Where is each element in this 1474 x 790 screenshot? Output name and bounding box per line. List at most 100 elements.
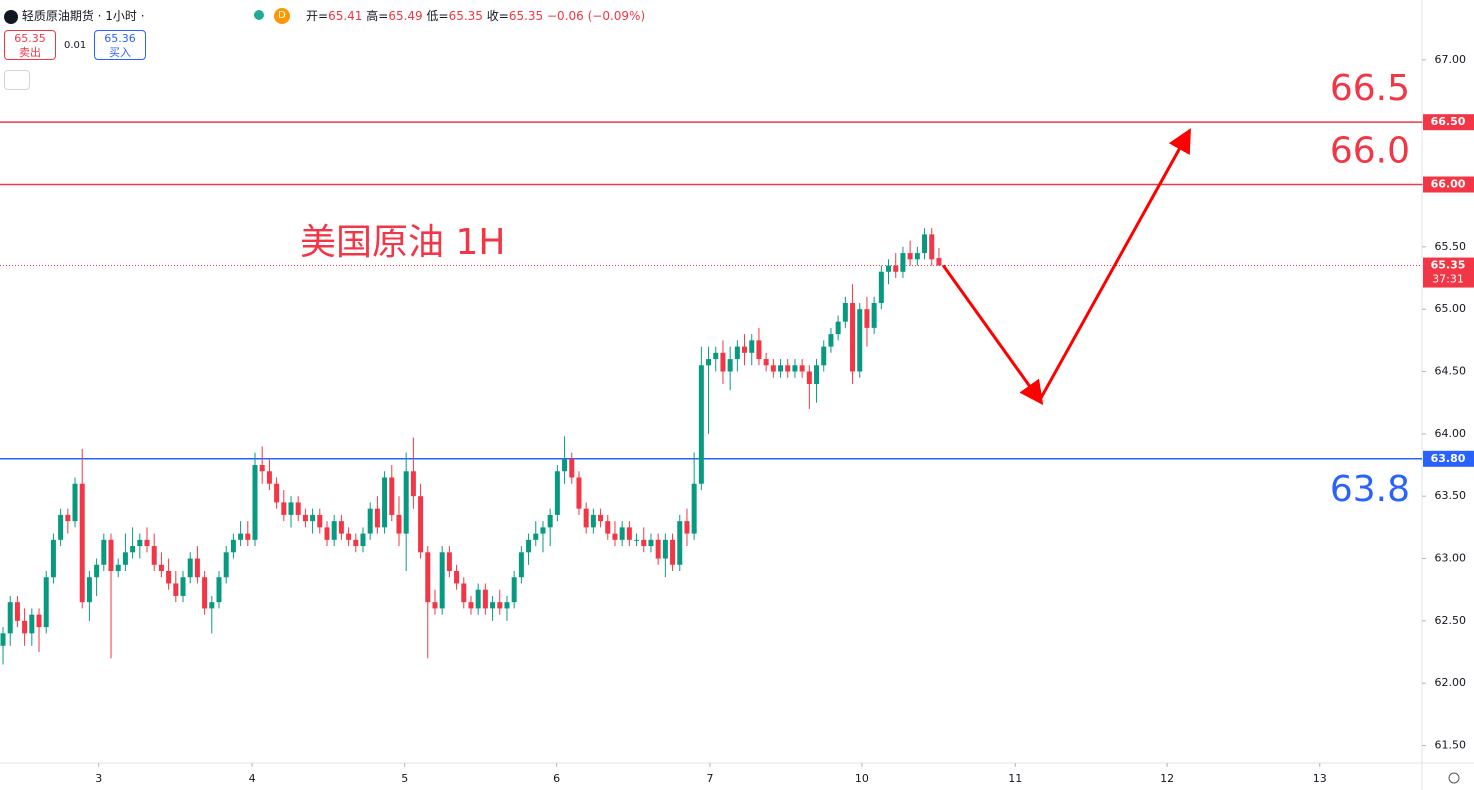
y-tick-label: 67.00 xyxy=(1435,53,1467,66)
x-tick-label: 7 xyxy=(706,772,713,785)
candle-body xyxy=(338,521,344,534)
candle-body xyxy=(734,346,740,360)
level-tag xyxy=(1423,114,1474,131)
ohlc-label: 收= xyxy=(486,9,509,23)
candle-body xyxy=(461,583,467,603)
candle-body xyxy=(756,340,762,360)
candle-body xyxy=(0,633,6,646)
candle-body xyxy=(504,602,510,609)
candle-body xyxy=(727,359,733,372)
candle-body xyxy=(857,309,863,372)
candle-body xyxy=(36,614,42,628)
candle-body xyxy=(648,539,654,547)
status-dot xyxy=(254,9,264,20)
buy-button[interactable]: 65.36 买入 xyxy=(94,30,146,60)
x-tick-label: 6 xyxy=(553,772,560,785)
candle-body xyxy=(641,539,647,547)
candle-body xyxy=(605,521,611,534)
settings-icon[interactable] xyxy=(1448,772,1460,784)
level-big-label: 63.8 xyxy=(1330,469,1410,510)
candle-body xyxy=(230,539,236,553)
candle-body xyxy=(799,365,805,372)
candle-body xyxy=(180,577,186,596)
candle-body xyxy=(900,253,906,272)
candle-body xyxy=(245,533,251,540)
candle-body xyxy=(490,602,496,609)
candle-body xyxy=(396,514,402,534)
candle-body xyxy=(850,302,856,372)
arrow-segment xyxy=(1038,128,1191,401)
candle-body xyxy=(274,483,280,503)
candle-body xyxy=(547,514,553,528)
candle-body xyxy=(14,602,20,621)
last-price-label: 65.35 xyxy=(1431,259,1466,272)
candle-body xyxy=(684,521,690,534)
candle-body xyxy=(878,271,884,303)
y-tick-label: 61.50 xyxy=(1435,739,1467,752)
candle-body xyxy=(475,589,481,609)
candle-body xyxy=(187,558,193,578)
y-tick-label: 63.50 xyxy=(1435,489,1467,502)
candle-body xyxy=(101,539,107,565)
candle-body xyxy=(511,577,517,603)
candle-body xyxy=(158,564,164,572)
candle-body xyxy=(634,539,640,541)
header: 轻质原油期货 · 1小时 · xyxy=(4,7,145,24)
candle-body xyxy=(749,340,755,353)
level-tag-label: 66.50 xyxy=(1431,115,1466,128)
candle-body xyxy=(410,471,416,497)
candle-body xyxy=(151,546,157,565)
candle-body xyxy=(374,508,380,528)
candle-body xyxy=(576,477,582,509)
candle-body xyxy=(115,564,121,572)
ohlc-value: 65.41 xyxy=(328,9,363,23)
ohlc-value: 65.35 xyxy=(508,9,544,23)
candle-body xyxy=(216,577,222,603)
level-tag-label: 66.00 xyxy=(1431,178,1466,191)
buy-price: 65.36 xyxy=(104,32,136,45)
candle-body xyxy=(108,539,114,572)
candle-body xyxy=(238,533,244,540)
candle-body xyxy=(720,352,726,372)
candle-body xyxy=(346,533,352,540)
y-tick-label: 65.50 xyxy=(1435,240,1467,253)
candle-body xyxy=(86,577,92,603)
collapse-button[interactable] xyxy=(4,70,30,90)
candle-body xyxy=(22,620,28,634)
candle-body xyxy=(670,539,676,565)
badge: D xyxy=(273,8,290,24)
spread: 0.01 xyxy=(64,40,87,51)
x-tick-label: 4 xyxy=(249,772,256,785)
candle-body xyxy=(518,552,524,578)
symbol-icon xyxy=(4,9,18,24)
candle-body xyxy=(194,558,200,578)
candle-body xyxy=(331,521,337,540)
candle-body xyxy=(360,533,366,547)
candle-body xyxy=(317,514,323,528)
candle-body xyxy=(302,514,308,522)
candle-body xyxy=(907,253,913,260)
ohlc-value: 65.35 xyxy=(448,9,483,23)
candle-body xyxy=(706,359,712,366)
candle-body xyxy=(929,234,935,260)
arrow-segment xyxy=(942,264,1044,406)
candle-body xyxy=(130,546,136,553)
candle-body xyxy=(439,552,445,609)
candle-body xyxy=(122,552,128,565)
candle-body xyxy=(691,483,697,534)
candle-body xyxy=(367,508,373,534)
candle-body xyxy=(202,577,208,609)
candle-body xyxy=(936,258,942,266)
candle-body xyxy=(626,527,632,540)
candle-body xyxy=(583,508,589,528)
candle-body xyxy=(893,265,899,272)
candle-body xyxy=(886,265,892,272)
candle-body xyxy=(497,602,503,609)
candle-body xyxy=(418,496,424,553)
candle-body xyxy=(763,359,769,366)
sell-button[interactable]: 65.35 卖出 xyxy=(4,30,56,60)
candle-body xyxy=(828,334,834,347)
level-tag xyxy=(1423,450,1474,467)
candle-body xyxy=(7,602,13,634)
candle-body xyxy=(353,539,359,547)
